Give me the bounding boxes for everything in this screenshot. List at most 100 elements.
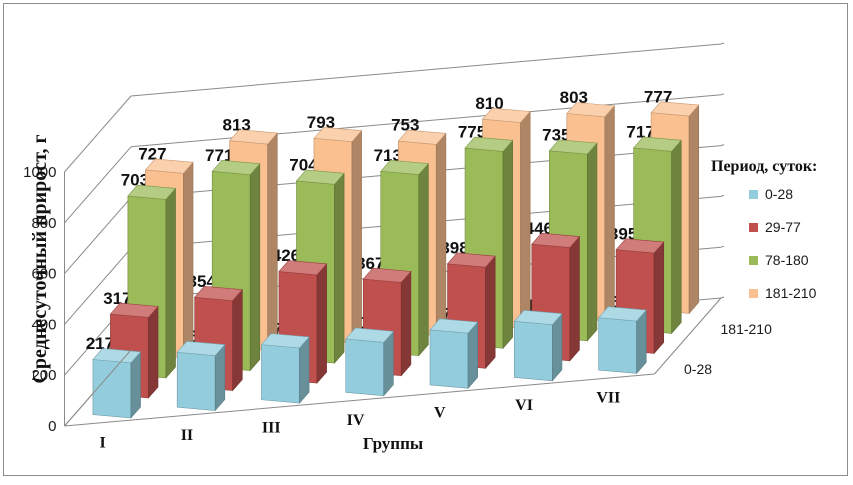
bar-top xyxy=(127,184,177,200)
legend-swatch xyxy=(749,190,758,199)
legend: Период, суток: 0-28 29-77 78-180 181-210 xyxy=(711,158,817,301)
data-label: 775 xyxy=(458,123,486,142)
data-label: 810 xyxy=(475,94,503,113)
gridline-side xyxy=(64,248,132,325)
depth-axis-line xyxy=(654,297,722,375)
y-tick-label: 1000 xyxy=(23,164,56,181)
legend-label: 29-77 xyxy=(765,219,801,235)
bar-side xyxy=(435,132,447,337)
bar-side xyxy=(249,162,261,372)
x-tick-label: VII xyxy=(596,390,620,407)
bar-top xyxy=(260,333,310,349)
gridline-end xyxy=(720,296,725,299)
bar-side xyxy=(165,187,176,379)
gridline-end xyxy=(720,42,725,45)
gridline xyxy=(130,43,722,97)
bar-top xyxy=(446,252,496,268)
bar-top xyxy=(313,127,363,142)
data-label: 803 xyxy=(560,88,588,107)
legend-label: 0-28 xyxy=(765,186,793,202)
bar-top xyxy=(194,285,243,301)
x-tick-label: II xyxy=(181,427,193,444)
bar-side xyxy=(400,270,412,377)
bar-top xyxy=(531,232,581,248)
series-0-28 xyxy=(92,306,647,419)
x-tick-label: VI xyxy=(515,397,533,414)
y-axis-title: Среднесуточный прирост, г xyxy=(29,134,51,383)
bar-top xyxy=(362,267,412,283)
bar-top xyxy=(345,327,394,343)
data-label: 354 xyxy=(187,272,216,291)
bar xyxy=(598,317,637,374)
bar-top xyxy=(597,306,647,322)
bar-side xyxy=(587,142,598,342)
bar-top xyxy=(144,158,194,174)
bar-top xyxy=(109,302,159,318)
gridline xyxy=(130,94,722,148)
y-tick-label: 600 xyxy=(31,266,56,283)
x-axis-line xyxy=(64,373,655,427)
bar-top xyxy=(229,129,278,145)
data-label: 367 xyxy=(356,254,384,273)
data-label: 426 xyxy=(272,246,300,265)
bar xyxy=(345,338,385,397)
bar-side xyxy=(653,241,665,355)
data-label: 217 xyxy=(86,334,114,353)
bar xyxy=(92,359,132,419)
depth-tick-label: 0-28 xyxy=(684,361,712,377)
bar-side xyxy=(467,321,478,390)
legend-swatch xyxy=(749,223,758,232)
data-label: 446 xyxy=(525,219,553,238)
bar xyxy=(429,329,469,389)
legend-item: 0-28 xyxy=(749,186,793,202)
gridline-side xyxy=(64,197,132,274)
bar-top xyxy=(429,318,479,334)
x-tick-label: I xyxy=(100,434,106,451)
bar-side xyxy=(569,235,580,362)
bar-top xyxy=(278,260,328,276)
data-label: 398 xyxy=(440,238,468,257)
bar-top xyxy=(380,159,429,175)
bar xyxy=(261,344,300,404)
y-tick-label: 800 xyxy=(31,215,56,232)
legend-swatch xyxy=(749,289,758,298)
data-label: 727 xyxy=(138,145,166,164)
bar-side xyxy=(334,172,345,364)
bar-side xyxy=(604,105,615,322)
bar-side xyxy=(232,288,243,392)
data-label: 717 xyxy=(626,123,654,142)
bar-side xyxy=(552,312,563,382)
bar-side xyxy=(214,343,226,412)
bar xyxy=(176,351,216,411)
data-label: 777 xyxy=(644,87,672,106)
x-axis-title: Группы xyxy=(363,434,423,453)
bar-top xyxy=(295,169,345,185)
data-label: 735 xyxy=(542,125,570,144)
legend-swatch xyxy=(749,256,758,265)
bar-top xyxy=(632,136,682,152)
data-label: 713 xyxy=(374,146,402,165)
bar-side xyxy=(671,139,682,335)
bar-top xyxy=(650,101,700,117)
chart-bars: 727 813 793 753 810 803 777 703 771 704 713 775 735 7… xyxy=(86,87,700,419)
bar-side xyxy=(485,255,496,370)
data-label: 704 xyxy=(289,156,318,175)
legend-items: 0-28 29-77 78-180 181-210 xyxy=(749,186,817,301)
bar xyxy=(514,321,553,382)
bar-side xyxy=(520,110,531,330)
bar-top xyxy=(397,129,447,145)
bar-side xyxy=(351,129,362,344)
bar-top xyxy=(615,238,665,254)
bar-side xyxy=(502,139,513,350)
x-tick-label: III xyxy=(262,419,281,436)
x-tick-label: IV xyxy=(347,412,365,429)
floor-left-edge xyxy=(64,349,132,427)
bar-chart-3d: 727 813 793 753 810 803 777 703 771 704 713 775 735 7… xyxy=(23,42,817,453)
bar-side xyxy=(267,132,278,352)
data-label: 317 xyxy=(103,289,131,308)
data-label: 703 xyxy=(121,171,149,190)
bar-top xyxy=(548,139,598,155)
legend-title: Период, суток: xyxy=(711,158,817,175)
gridline-end xyxy=(720,93,725,96)
